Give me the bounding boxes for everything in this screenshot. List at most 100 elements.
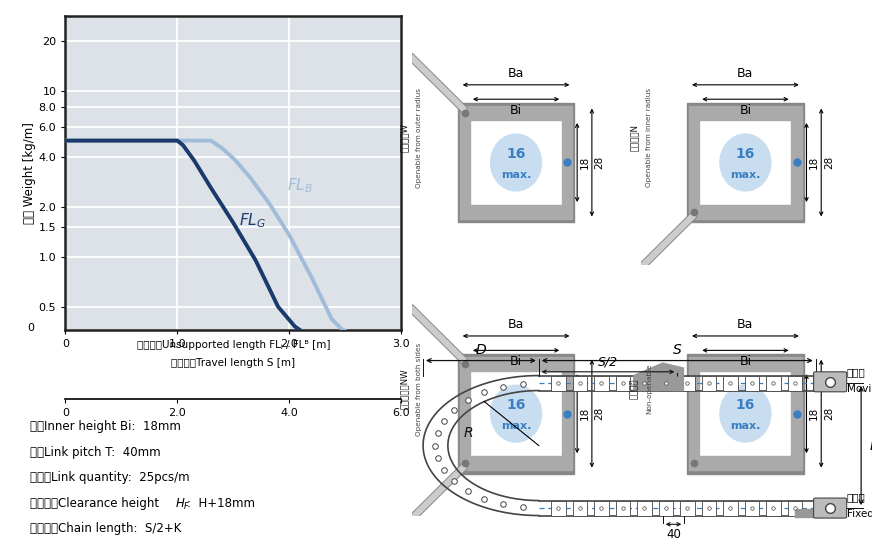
Bar — [460, 371, 470, 456]
Text: Openable from inner radius: Openable from inner radius — [646, 88, 651, 187]
Text: 内外侧打开NW: 内外侧打开NW — [400, 369, 409, 410]
Bar — [699, 120, 792, 205]
Ellipse shape — [491, 134, 542, 191]
Bar — [460, 456, 572, 471]
Bar — [616, 376, 630, 390]
Ellipse shape — [491, 385, 542, 442]
Text: 0: 0 — [27, 323, 34, 334]
Text: 28: 28 — [824, 407, 834, 420]
Text: Moving end: Moving end — [847, 384, 872, 394]
Text: :  H+18mm: : H+18mm — [187, 497, 255, 509]
Bar — [687, 103, 804, 222]
Bar — [458, 103, 575, 222]
Text: Ba: Ba — [508, 318, 524, 331]
Text: 18: 18 — [580, 407, 589, 420]
Bar — [699, 371, 792, 456]
Text: Fixed end: Fixed end — [847, 509, 872, 519]
Bar — [787, 501, 802, 515]
Bar — [637, 501, 651, 515]
Bar — [680, 501, 695, 515]
Bar — [573, 501, 587, 515]
Polygon shape — [409, 305, 467, 366]
Text: Openable from outer radius: Openable from outer radius — [417, 88, 422, 188]
Ellipse shape — [720, 385, 771, 442]
Bar — [689, 371, 699, 456]
Text: 固定端: 固定端 — [847, 492, 865, 502]
Text: Ba: Ba — [737, 318, 753, 331]
Text: 16: 16 — [736, 399, 755, 412]
Bar — [658, 376, 673, 390]
Bar — [687, 354, 804, 473]
Text: max.: max. — [730, 170, 760, 180]
Bar — [551, 501, 566, 515]
Polygon shape — [795, 509, 845, 517]
Bar — [562, 371, 572, 456]
Text: 18: 18 — [809, 156, 819, 169]
Polygon shape — [634, 363, 684, 390]
Text: 40: 40 — [666, 528, 681, 541]
Bar — [460, 106, 572, 120]
Text: max.: max. — [501, 421, 531, 431]
Bar — [460, 205, 572, 219]
Bar — [658, 501, 673, 515]
Polygon shape — [409, 54, 467, 115]
Text: 安装高度Clearance height: 安装高度Clearance height — [30, 497, 163, 509]
Text: 拖链长度Chain length:  S/2+K: 拖链长度Chain length: S/2+K — [30, 522, 181, 535]
Text: Openable from both sides: Openable from both sides — [417, 342, 422, 436]
Ellipse shape — [720, 134, 771, 191]
Bar — [460, 120, 470, 205]
Text: D: D — [475, 343, 487, 357]
Text: 不可打开: 不可打开 — [630, 379, 638, 399]
Text: max.: max. — [730, 421, 760, 431]
FancyBboxPatch shape — [814, 498, 847, 518]
FancyBboxPatch shape — [814, 372, 847, 392]
Text: 行程长度Travel length S [m]: 行程长度Travel length S [m] — [171, 358, 296, 367]
Text: 18: 18 — [809, 407, 819, 420]
Bar — [637, 376, 651, 390]
Bar — [723, 376, 738, 390]
Bar — [689, 357, 801, 371]
Bar — [689, 120, 699, 205]
Bar — [689, 456, 801, 471]
Y-axis label: 负载 Weight [kg/m]: 负载 Weight [kg/m] — [23, 122, 36, 224]
Bar — [766, 501, 780, 515]
Text: H: H — [869, 438, 872, 453]
Text: $\mathbf{\mathit{FL_B}}$: $\mathbf{\mathit{FL_B}}$ — [287, 176, 313, 195]
Text: Ba: Ba — [508, 67, 524, 80]
Bar — [680, 376, 695, 390]
Text: 16: 16 — [736, 147, 755, 161]
Polygon shape — [409, 461, 467, 523]
Bar — [551, 376, 566, 390]
Bar — [470, 120, 562, 205]
Bar — [470, 371, 562, 456]
Bar — [745, 376, 759, 390]
Text: Bi: Bi — [739, 355, 752, 368]
Bar — [702, 501, 716, 515]
Text: 内高Inner height Bi:  18mm: 内高Inner height Bi: 18mm — [30, 420, 181, 433]
Bar — [792, 120, 801, 205]
Text: max.: max. — [501, 170, 531, 180]
Bar — [745, 501, 759, 515]
Text: 节距Link pitch T:  40mm: 节距Link pitch T: 40mm — [30, 446, 160, 459]
Bar — [792, 371, 801, 456]
Text: 外侧打开W: 外侧打开W — [400, 123, 409, 152]
Text: 链节数Link quantity:  25pcs/m: 链节数Link quantity: 25pcs/m — [30, 471, 189, 484]
Text: Bi: Bi — [510, 355, 522, 368]
Bar — [458, 354, 575, 473]
Text: $\mathbf{\mathit{FL_G}}$: $\mathbf{\mathit{FL_G}}$ — [239, 211, 266, 230]
Bar — [689, 205, 801, 219]
Text: 架空长度Unsupported length FLⱼ / FLᴮ [m]: 架空长度Unsupported length FLⱼ / FLᴮ [m] — [137, 340, 330, 349]
Text: 移动端: 移动端 — [847, 367, 865, 377]
Bar — [689, 106, 801, 120]
Bar — [573, 376, 587, 390]
Bar — [594, 501, 609, 515]
Text: 28: 28 — [824, 156, 834, 169]
Bar — [616, 501, 630, 515]
Bar — [594, 376, 609, 390]
Text: Bi: Bi — [510, 104, 522, 117]
Text: 16: 16 — [507, 399, 526, 412]
Text: 28: 28 — [595, 407, 604, 420]
Text: $H_F$: $H_F$ — [175, 497, 191, 512]
Text: 28: 28 — [595, 156, 604, 169]
Bar — [787, 376, 802, 390]
